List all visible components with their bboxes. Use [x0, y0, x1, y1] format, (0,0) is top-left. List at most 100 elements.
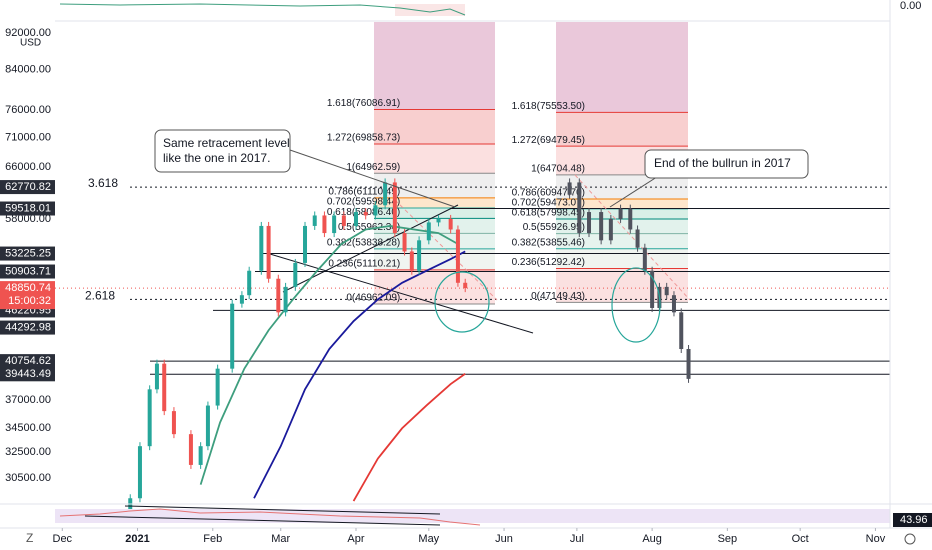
settings-icon[interactable] [904, 533, 916, 545]
candle [608, 218, 613, 241]
fib-label: 0.618(57998.45) [512, 208, 585, 219]
candle [188, 434, 193, 465]
candle [587, 212, 592, 234]
candle [259, 225, 264, 271]
fib-label: 0.786(60947.70) [512, 188, 585, 199]
price-tag [0, 246, 55, 261]
candle [628, 208, 633, 230]
price-tag [0, 320, 55, 335]
price-tag [0, 354, 55, 369]
candle [373, 205, 378, 216]
highlight-ellipse [434, 271, 490, 333]
candle [402, 233, 407, 252]
countdown: 15:00:32 [8, 295, 51, 307]
fib-label: 0.236(51110.21) [328, 259, 400, 270]
fib-label: 0.702(59473.07) [512, 197, 585, 208]
candle [642, 247, 647, 271]
x-tick-label: Jun [495, 533, 513, 545]
extension-tag: 3.618 [88, 176, 118, 190]
candle [293, 262, 298, 287]
price-tag [0, 201, 55, 216]
trendline [574, 174, 691, 301]
x-tick-label: Sep [718, 533, 738, 545]
fib-label: 0(47149.43) [531, 291, 585, 302]
icon-z[interactable]: Z [26, 531, 33, 545]
x-tick-label: Apr [347, 533, 364, 545]
y-axis-bg [0, 22, 55, 503]
fib-label: 0.5(55926.95) [523, 222, 585, 233]
price-tag-label: 53225.25 [5, 247, 51, 259]
highlight-ellipse [611, 267, 661, 343]
candle [392, 182, 397, 234]
fib-band [374, 207, 495, 219]
y-tick-label: 66000.00 [5, 161, 51, 173]
candle [409, 251, 414, 271]
candle [198, 446, 203, 465]
candle [171, 411, 176, 435]
candle [162, 363, 167, 412]
price-tag-label: 59518.01 [5, 202, 51, 214]
fib-label: 1.618(75553.50) [512, 101, 585, 112]
candle [686, 348, 691, 379]
fib-label: 0.786(61110.49) [328, 187, 400, 198]
fib-band [556, 233, 688, 249]
trendline [84, 515, 441, 526]
candle [215, 368, 220, 406]
price-tag-label: 50903.71 [5, 265, 51, 277]
candle [283, 286, 288, 313]
y-tick-label: 34500.00 [5, 422, 51, 434]
trendline [269, 253, 534, 334]
candle [635, 229, 640, 248]
candle [341, 215, 346, 226]
fib-band [556, 198, 688, 209]
candle [455, 229, 460, 283]
x-tick-label: Dec [53, 533, 73, 545]
rsi-line [59, 508, 481, 526]
level-layer: 3.618 2.618 [55, 176, 890, 375]
candle [577, 182, 582, 234]
y-tick-label: 32500.00 [5, 446, 51, 458]
candle [147, 389, 152, 447]
candle [599, 212, 604, 241]
price-tag-label: 40754.62 [5, 355, 51, 367]
candle [664, 286, 669, 296]
candle [230, 303, 235, 369]
callout-text: Same retracement level [163, 136, 290, 150]
x-tick-label: 2021 [125, 533, 149, 545]
candle [417, 240, 422, 271]
fib-top-zone [374, 22, 495, 110]
y-tick-label: 71000.00 [5, 131, 51, 143]
indicator-line [59, 3, 466, 16]
price-tag-label: 39443.49 [5, 368, 51, 380]
moving-average [352, 372, 466, 502]
indicator-value: 0.00 [900, 0, 921, 12]
y-tick-label: 30500.00 [5, 472, 51, 484]
x-tick-label: May [418, 533, 439, 545]
y-tick-label: 58000.00 [5, 213, 51, 225]
callout-pointer [289, 149, 456, 208]
fib-band [556, 112, 688, 147]
moving-average [253, 250, 466, 499]
candle [383, 182, 388, 206]
y-tick-label: 84000.00 [5, 64, 51, 76]
candle [137, 446, 142, 499]
fib-label: 0.618(58086.40) [327, 207, 400, 218]
fib-label: 0.5(55962.34) [338, 222, 400, 233]
candle [303, 225, 308, 263]
callout-box [154, 129, 291, 173]
fib-top-zone [556, 22, 688, 113]
candle [363, 212, 368, 216]
indicator-strip [395, 4, 465, 16]
callout-pointer [609, 174, 661, 208]
current-price-tag [0, 281, 55, 310]
fib-label: 1(64962.59) [346, 162, 400, 173]
callout-box [644, 149, 809, 179]
price-tag [0, 367, 55, 382]
candle [312, 215, 317, 226]
candle [322, 215, 327, 234]
candle [567, 182, 572, 195]
callout-text: End of the bullrun in 2017 [654, 156, 791, 170]
callout-text: like the one in 2017. [163, 151, 270, 165]
trendline [124, 505, 441, 515]
